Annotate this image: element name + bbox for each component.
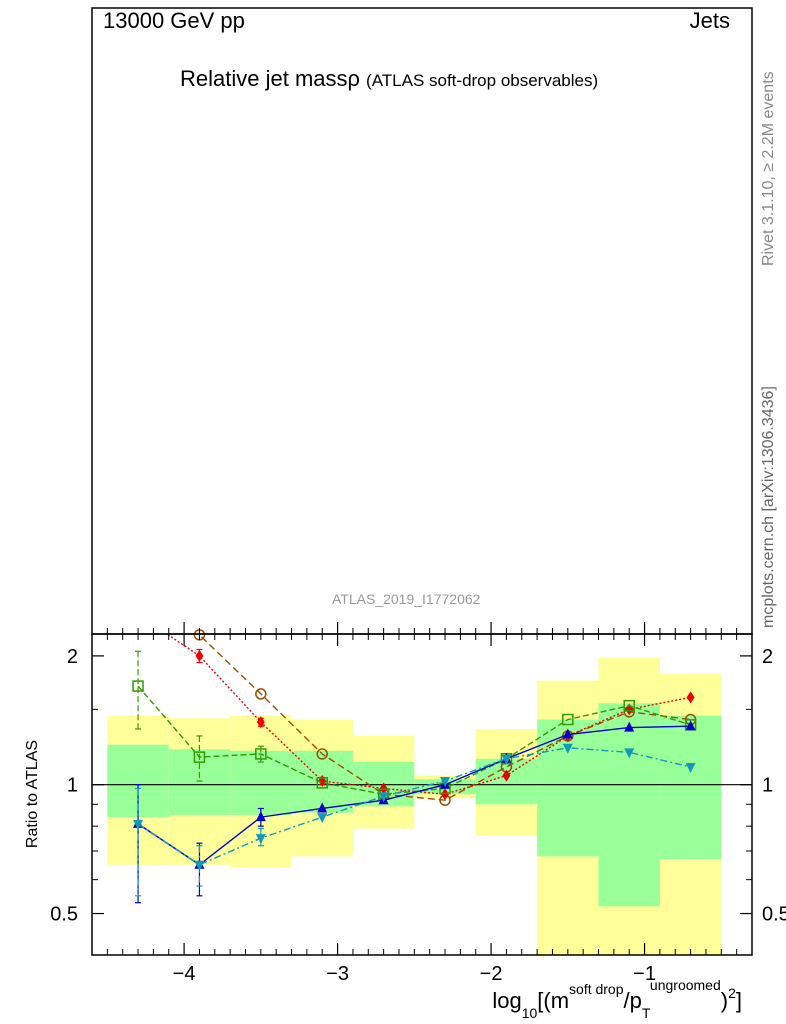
inner-band-1	[168, 749, 231, 815]
x-tick-label-2: −2	[480, 963, 503, 985]
marker-cyan-0	[133, 819, 144, 830]
marker-red-5	[441, 788, 450, 801]
marker-blue-7	[562, 728, 573, 739]
marker-cyan-9	[685, 762, 696, 773]
series-cyan	[133, 743, 696, 897]
marker-red-4	[379, 782, 388, 795]
y-tick-label-right-1: 1	[762, 775, 773, 797]
marker-cyan-1	[194, 860, 205, 871]
marker-red-6	[502, 769, 511, 782]
xlabel-close: )	[721, 988, 728, 1013]
y-tick-label-left-1: 1	[67, 775, 78, 797]
marker-cyan-8	[624, 748, 635, 759]
marker-cyan-7	[562, 743, 573, 754]
marker-green-7	[562, 713, 574, 726]
y-tick-label-left-2: 2	[67, 646, 78, 668]
axes-layer: −4 −3 −2 −1 0.5 0.5 1 1 2 2	[50, 622, 786, 985]
series-line-cyan	[137, 747, 691, 866]
x-tick-label-0: −4	[173, 963, 196, 985]
y-tick-label-right-2: 2	[762, 646, 773, 668]
xlabel-log: log	[492, 988, 521, 1013]
y-tick-label-right-0: 0.5	[762, 904, 786, 926]
xlabel-sub-t: T	[642, 1005, 651, 1021]
marker-red-1	[195, 649, 204, 662]
xlabel-slash-p: /p	[624, 988, 642, 1013]
y-axis-label: Ratio to ATLAS	[24, 740, 41, 848]
series-green	[132, 650, 697, 800]
marker-red-9	[686, 691, 695, 704]
marker-brown-3	[316, 748, 328, 760]
marker-red-2	[256, 716, 265, 729]
xlabel-open: [(m	[537, 988, 569, 1013]
inner-band-9	[659, 715, 722, 860]
header-process-label: Jets	[689, 8, 730, 33]
series-line-brown	[196, 634, 691, 801]
plot-subtitle: (ATLAS soft-drop observables)	[366, 71, 599, 90]
xlabel-sup-sd: soft drop	[569, 981, 624, 997]
marker-green-0	[132, 680, 144, 692]
header-energy-label: 13000 GeV pp	[103, 8, 245, 33]
xlabel-sub10: 10	[522, 1005, 538, 1021]
x-tick-label-3: −1	[633, 963, 656, 985]
series-line-green	[137, 685, 691, 795]
marker-brown-2	[255, 688, 267, 700]
uncertainty-bands	[107, 657, 722, 955]
series-line-blue	[137, 725, 691, 866]
marker-blue-9	[685, 720, 696, 731]
inner-band-8	[598, 703, 660, 907]
y-tick-label-left-0: 0.5	[50, 904, 78, 926]
ratio-plot-frame	[91, 633, 753, 956]
analysis-id-label: ATLAS_2019_I1772062	[332, 591, 481, 607]
xlabel-sup-ungroomed: ungroomed	[650, 977, 721, 993]
marker-blue-2	[255, 811, 266, 822]
marker-green-3	[316, 777, 328, 789]
xlabel-bracket-close: ]	[736, 988, 742, 1013]
marker-blue-8	[624, 721, 635, 732]
marker-green-8	[623, 699, 635, 712]
xlabel-sup-2: 2	[728, 985, 736, 1001]
marker-cyan-6	[501, 754, 512, 765]
marker-green-1	[193, 751, 206, 763]
marker-green-2	[255, 748, 267, 760]
upper-plot-frame	[91, 7, 753, 635]
x-tick-label-1: −3	[326, 963, 349, 985]
plot-title: Relative jet massρ (ATLAS soft-drop obser…	[180, 66, 598, 92]
plot-title-main: Relative jet massρ	[180, 66, 361, 91]
x-axis-label: log10[(msoft drop/pTungroomed)2]	[492, 977, 742, 1021]
marker-blue-3	[317, 802, 328, 813]
marker-cyan-3	[317, 813, 328, 824]
marker-cyan-5	[440, 777, 451, 788]
marker-cyan-4	[378, 792, 389, 803]
series-layer	[132, 629, 697, 904]
marker-cyan-2	[255, 834, 266, 845]
